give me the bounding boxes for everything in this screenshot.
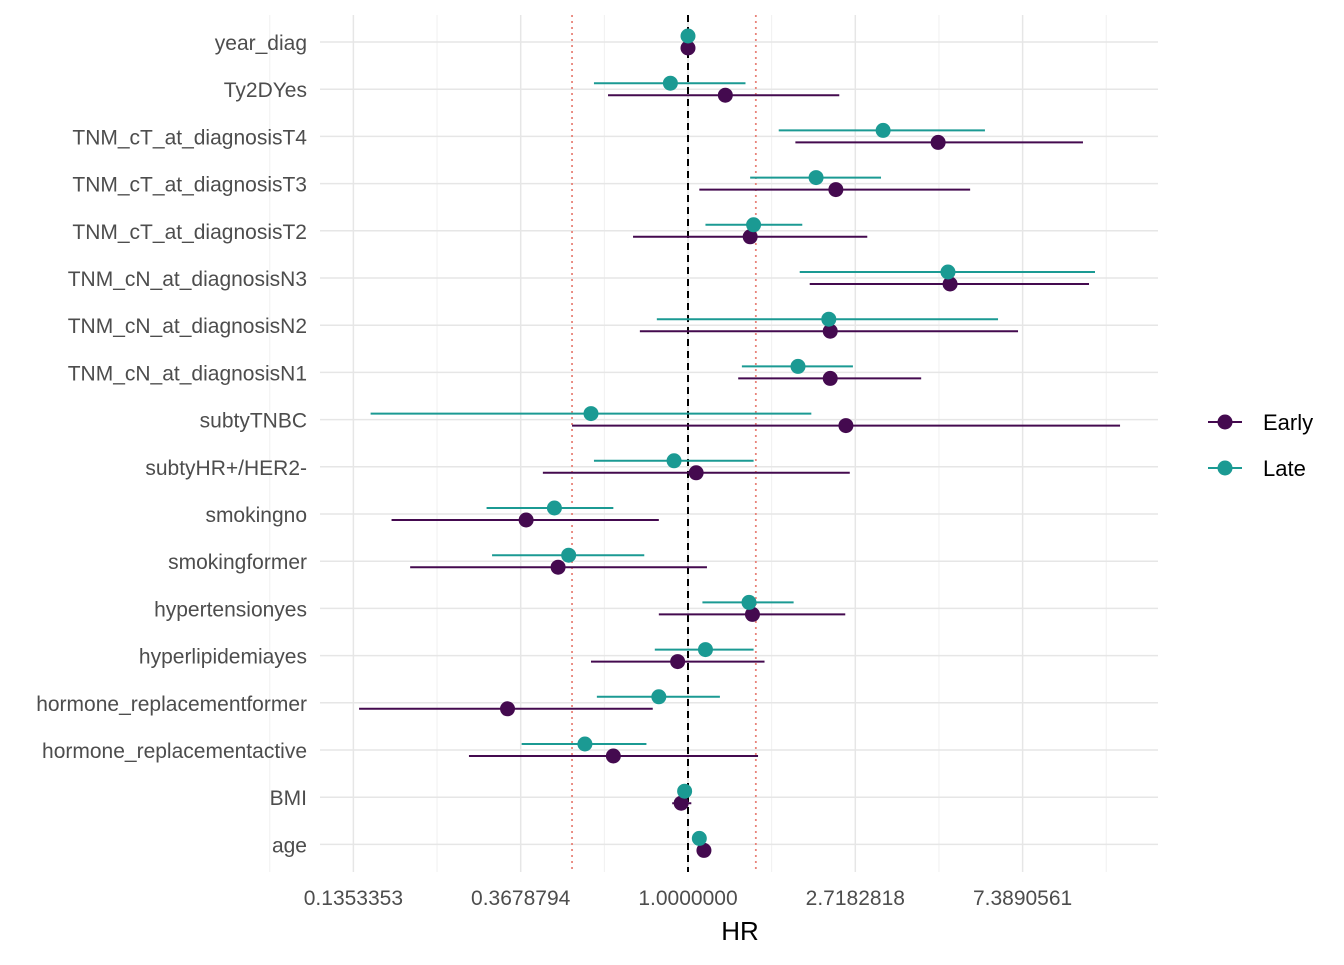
y-tick-label: TNM_cN_at_diagnosisN3 bbox=[68, 268, 307, 291]
point-early bbox=[670, 654, 686, 670]
x-tick-label: 7.3890561 bbox=[973, 887, 1072, 910]
y-tick-label: hormone_replacementactive bbox=[42, 740, 307, 763]
point-late bbox=[875, 122, 891, 138]
point-late bbox=[808, 170, 824, 186]
y-tick-label: hypertensionyes bbox=[154, 598, 307, 621]
legend-key-point bbox=[1217, 460, 1233, 476]
x-tick-label: 1.0000000 bbox=[638, 887, 737, 910]
x-axis-tick-labels: 0.1353353 0.3678794 1.0000000 2.7182818 7.38… bbox=[304, 887, 1072, 910]
y-tick-label: TNM_cN_at_diagnosisN1 bbox=[68, 362, 307, 385]
legend-label: Late bbox=[1263, 456, 1306, 481]
point-late bbox=[666, 453, 682, 469]
point-late bbox=[741, 594, 757, 610]
x-axis-title: HR bbox=[721, 916, 759, 946]
point-late bbox=[583, 406, 599, 422]
point-early bbox=[822, 370, 838, 386]
x-tick-label: 0.1353353 bbox=[304, 887, 403, 910]
point-early bbox=[930, 134, 946, 150]
y-tick-label: BMI bbox=[270, 787, 307, 810]
y-tick-label: TNM_cN_at_diagnosisN2 bbox=[68, 315, 307, 338]
y-tick-label: smokingno bbox=[205, 504, 307, 527]
y-tick-label: TNM_cT_at_diagnosisT3 bbox=[72, 174, 307, 197]
point-late bbox=[677, 783, 693, 799]
point-early bbox=[717, 87, 733, 103]
point-early bbox=[828, 182, 844, 198]
point-late bbox=[940, 264, 956, 280]
y-tick-label: hyperlipidemiayes bbox=[139, 646, 307, 669]
y-tick-label: subtyHR+/HER2- bbox=[145, 457, 307, 480]
y-tick-label: age bbox=[272, 834, 307, 857]
reference-lines bbox=[571, 15, 757, 872]
point-early bbox=[742, 229, 758, 245]
point-early bbox=[550, 559, 566, 575]
point-late bbox=[680, 28, 696, 44]
y-tick-label: subtyTNBC bbox=[200, 410, 307, 433]
point-early bbox=[838, 418, 854, 434]
x-tick-label: 2.7182818 bbox=[806, 887, 905, 910]
point-early bbox=[744, 606, 760, 622]
y-tick-label: TNM_cT_at_diagnosisT4 bbox=[72, 126, 307, 149]
y-axis-labels: year_diag Ty2DYes TNM_cT_at_diagnosisT4 TNM… bbox=[36, 32, 307, 857]
point-late bbox=[662, 75, 678, 91]
grid bbox=[269, 15, 1158, 872]
point-early bbox=[605, 748, 621, 764]
point-early bbox=[696, 842, 712, 858]
x-tick-label: 0.3678794 bbox=[471, 887, 571, 910]
point-late bbox=[651, 689, 667, 705]
y-tick-label: TNM_cT_at_diagnosisT2 bbox=[72, 221, 307, 244]
point-late bbox=[790, 358, 806, 374]
point-late bbox=[697, 642, 713, 658]
point-late bbox=[821, 311, 837, 327]
point-early bbox=[822, 323, 838, 339]
data-marks bbox=[359, 28, 1121, 858]
point-late bbox=[746, 217, 762, 233]
point-late bbox=[546, 500, 562, 516]
point-early bbox=[518, 512, 534, 528]
legend-key-point bbox=[1217, 414, 1233, 430]
point-early bbox=[673, 795, 689, 811]
point-early bbox=[680, 40, 696, 56]
point-late bbox=[691, 830, 707, 846]
legend-label: Early bbox=[1263, 410, 1313, 435]
y-tick-label: year_diag bbox=[215, 32, 307, 55]
point-early bbox=[500, 701, 516, 717]
y-tick-label: Ty2DYes bbox=[224, 79, 307, 102]
y-tick-label: hormone_replacementformer bbox=[36, 693, 307, 716]
y-tick-label: smokingformer bbox=[168, 551, 307, 574]
point-late bbox=[577, 736, 593, 752]
point-late bbox=[561, 547, 577, 563]
point-early bbox=[942, 276, 958, 292]
legend: Early Late bbox=[1208, 410, 1313, 481]
point-early bbox=[688, 465, 704, 481]
